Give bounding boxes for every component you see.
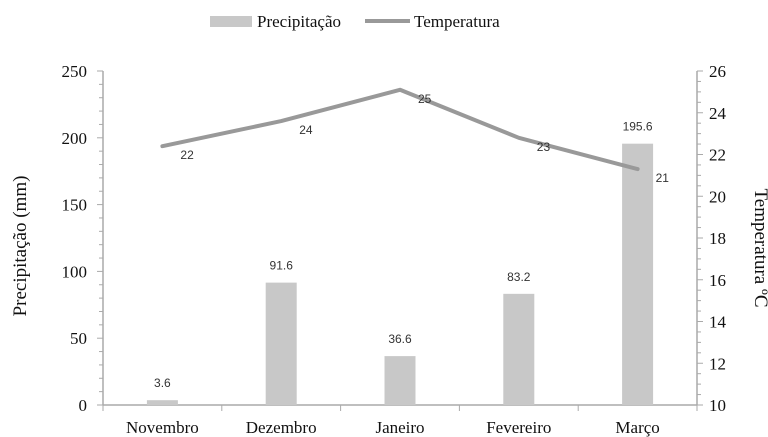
temperature-value-label: 25 <box>418 92 432 106</box>
left-tick-label: 150 <box>62 196 88 215</box>
bar-value-label: 83.2 <box>507 270 531 284</box>
temperature-point <box>399 89 401 91</box>
bar-value-label: 36.6 <box>388 332 412 346</box>
y2-axis-title: Temperatura ºC <box>750 188 768 307</box>
x-tick-label: Fevereiro <box>486 418 551 437</box>
bar <box>622 143 654 405</box>
bar <box>146 400 178 405</box>
temperature-value-label: 23 <box>537 140 551 154</box>
right-tick-label: 18 <box>709 229 726 248</box>
data-labels: 3.6 91.6 36.6 83.2 195.6 22 24 25 23 21 <box>154 92 669 390</box>
right-tick-label: 12 <box>709 354 726 373</box>
bar <box>384 356 416 405</box>
x-tick-label: Dezembro <box>246 418 317 437</box>
x-tick-label: Março <box>615 418 659 437</box>
x-tick-label: Janeiro <box>375 418 424 437</box>
left-tick-label: 200 <box>62 129 88 148</box>
right-tick-label: 20 <box>709 187 726 206</box>
right-tick-label: 14 <box>709 313 727 332</box>
x-tick-label: Novembro <box>126 418 199 437</box>
right-tick-label: 16 <box>709 271 726 290</box>
bar-value-label: 91.6 <box>270 259 294 273</box>
temperature-point <box>161 145 163 147</box>
line-series <box>160 87 640 172</box>
axes: 0 50 100 150 200 250 10 12 14 16 18 20 22 24 26 Novembr… <box>10 62 768 437</box>
temperature-line <box>160 87 640 172</box>
bar-value-label: 195.6 <box>623 120 653 134</box>
y-axis-title: Precipitação (mm) <box>10 176 31 317</box>
legend-label-temperatura: Temperatura <box>414 12 500 31</box>
right-tick-label: 24 <box>709 104 727 123</box>
temperature-point <box>280 120 282 122</box>
left-tick-label: 250 <box>62 62 88 81</box>
legend-label-precipitacao: Precipitação <box>257 12 341 31</box>
right-tick-label: 26 <box>709 62 726 81</box>
left-tick-label: 100 <box>62 262 88 281</box>
temperature-value-label: 24 <box>299 123 313 137</box>
left-tick-label: 50 <box>70 329 87 348</box>
temperature-value-label: 22 <box>180 148 194 162</box>
temperature-value-label: 21 <box>656 171 670 185</box>
legend-swatch-precipitacao <box>210 16 252 27</box>
temperature-point <box>518 137 520 139</box>
temperature-point <box>637 168 639 170</box>
bar <box>503 293 535 405</box>
bar <box>265 282 297 405</box>
right-tick-label: 22 <box>709 146 726 165</box>
left-tick-label: 0 <box>79 396 88 415</box>
right-tick-label: 10 <box>709 396 726 415</box>
bar-series <box>146 143 654 405</box>
bar-value-label: 3.6 <box>154 376 171 390</box>
legend: Precipitação Temperatura <box>210 12 500 31</box>
